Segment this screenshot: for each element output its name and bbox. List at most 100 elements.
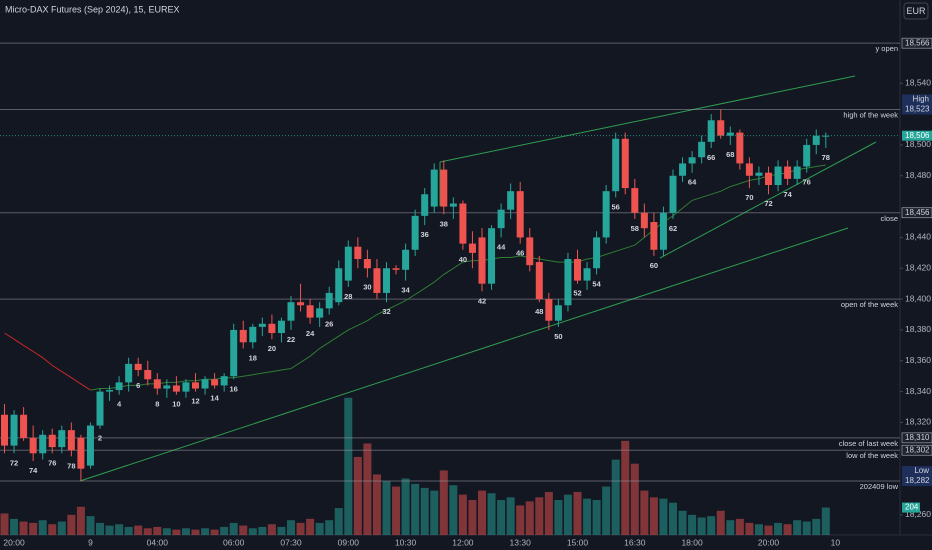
volume-bar: [516, 505, 525, 535]
candle-body: [172, 385, 180, 392]
x-tick-label: 04:00: [147, 537, 169, 547]
currency-button[interactable]: [903, 2, 929, 20]
volume-bar: [458, 494, 467, 535]
volume-bar: [669, 502, 677, 535]
candle-body: [812, 135, 820, 145]
volume-bar: [497, 500, 506, 535]
candle-body: [258, 323, 266, 327]
candle-body: [67, 430, 75, 451]
candle-body: [192, 382, 199, 389]
volume-bar: [640, 490, 649, 535]
x-tick-label: 20:00: [3, 537, 25, 547]
level-tag: [902, 94, 932, 105]
candle-body: [383, 268, 390, 293]
x-tick-label: 06:00: [223, 537, 245, 547]
candle-label: 50: [554, 332, 562, 341]
volume-bar: [96, 522, 104, 535]
candle-body: [220, 376, 228, 386]
candle-body: [726, 132, 734, 136]
price-tag-label: 18,456: [905, 208, 930, 217]
trend-line: [439, 75, 856, 163]
volume-bar: [821, 507, 830, 535]
candle-body: [421, 194, 429, 216]
candle-body: [717, 120, 725, 136]
candle-body: [593, 237, 601, 269]
volume-bar: [277, 526, 286, 535]
candle-body: [659, 212, 667, 250]
currency-label[interactable]: EUR: [906, 6, 926, 16]
price-tag-label: 18,310: [905, 433, 930, 442]
volume-bar: [611, 459, 620, 535]
candle-body: [201, 379, 209, 389]
candle-body: [277, 320, 285, 334]
candle-label: 42: [478, 296, 486, 305]
y-tick-label: 18,260: [905, 509, 931, 519]
candle-label: 48: [535, 307, 543, 316]
volume-bar: [267, 524, 276, 535]
candle-body: [688, 157, 696, 164]
volume-bar: [162, 528, 171, 535]
chart-title: Micro-DAX Futures (Sep 2024), 15, EUREX: [5, 4, 180, 14]
volume-bar: [353, 456, 362, 535]
candle-body: [96, 391, 104, 426]
volume-bar: [659, 498, 668, 535]
candle-body: [29, 437, 37, 454]
y-tick-label: 18,400: [905, 293, 931, 303]
candle-body: [497, 209, 505, 229]
volume-bar: [783, 524, 792, 535]
volume-bar: [754, 524, 763, 535]
candle-body: [354, 246, 362, 260]
volume-bar: [86, 516, 95, 535]
price-tag: [901, 444, 932, 456]
candle-label: 6: [136, 381, 140, 390]
x-tick-label: 07:30: [280, 537, 302, 547]
candle-body: [182, 382, 190, 392]
candle-body: [430, 169, 438, 207]
volume-bar: [363, 443, 372, 535]
volume-bar: [716, 510, 725, 535]
volume-bar: [258, 526, 267, 535]
y-tick-label: 18,360: [905, 355, 931, 365]
y-tick-label: 18,380: [905, 324, 931, 334]
level-label: y open: [875, 44, 898, 53]
volume-tag: [902, 502, 920, 513]
volume-bar: [48, 524, 57, 535]
candle-body: [745, 163, 753, 176]
volume-bar: [57, 521, 66, 535]
volume-bar: [602, 486, 611, 535]
price-tag-label: 18,523: [905, 105, 930, 114]
candle-label: 76: [803, 178, 811, 187]
candle-body: [602, 191, 610, 238]
price-tag-label: 18,282: [905, 476, 930, 485]
volume-bar: [372, 474, 381, 535]
candle-body: [583, 268, 591, 281]
candle-label: 72: [10, 458, 18, 467]
price-tag: [901, 432, 932, 444]
level-tag: [902, 466, 932, 477]
volume-bar: [76, 506, 85, 535]
volume-bar: [10, 518, 19, 535]
candle-body: [554, 305, 562, 321]
volume-bar: [287, 520, 295, 535]
candle-body: [440, 169, 448, 207]
candle-label: 78: [67, 461, 75, 470]
volume-bar: [774, 522, 783, 535]
candle-body: [755, 172, 763, 176]
volume-bar: [239, 525, 248, 535]
volume-bar: [115, 524, 124, 535]
volume-bar: [535, 497, 544, 535]
volume-bar: [707, 516, 716, 535]
candle-body: [669, 175, 677, 213]
x-tick-label: 10: [831, 537, 841, 547]
candle-body: [488, 228, 496, 284]
candle-label: 26: [325, 320, 333, 329]
volume-bar: [325, 520, 334, 535]
level-label: 202409 low: [860, 482, 899, 491]
candle-body: [325, 292, 333, 309]
candle-body: [363, 259, 371, 269]
candle-body: [1, 414, 8, 446]
candle-body: [765, 172, 772, 186]
volume-bar: [554, 500, 563, 535]
